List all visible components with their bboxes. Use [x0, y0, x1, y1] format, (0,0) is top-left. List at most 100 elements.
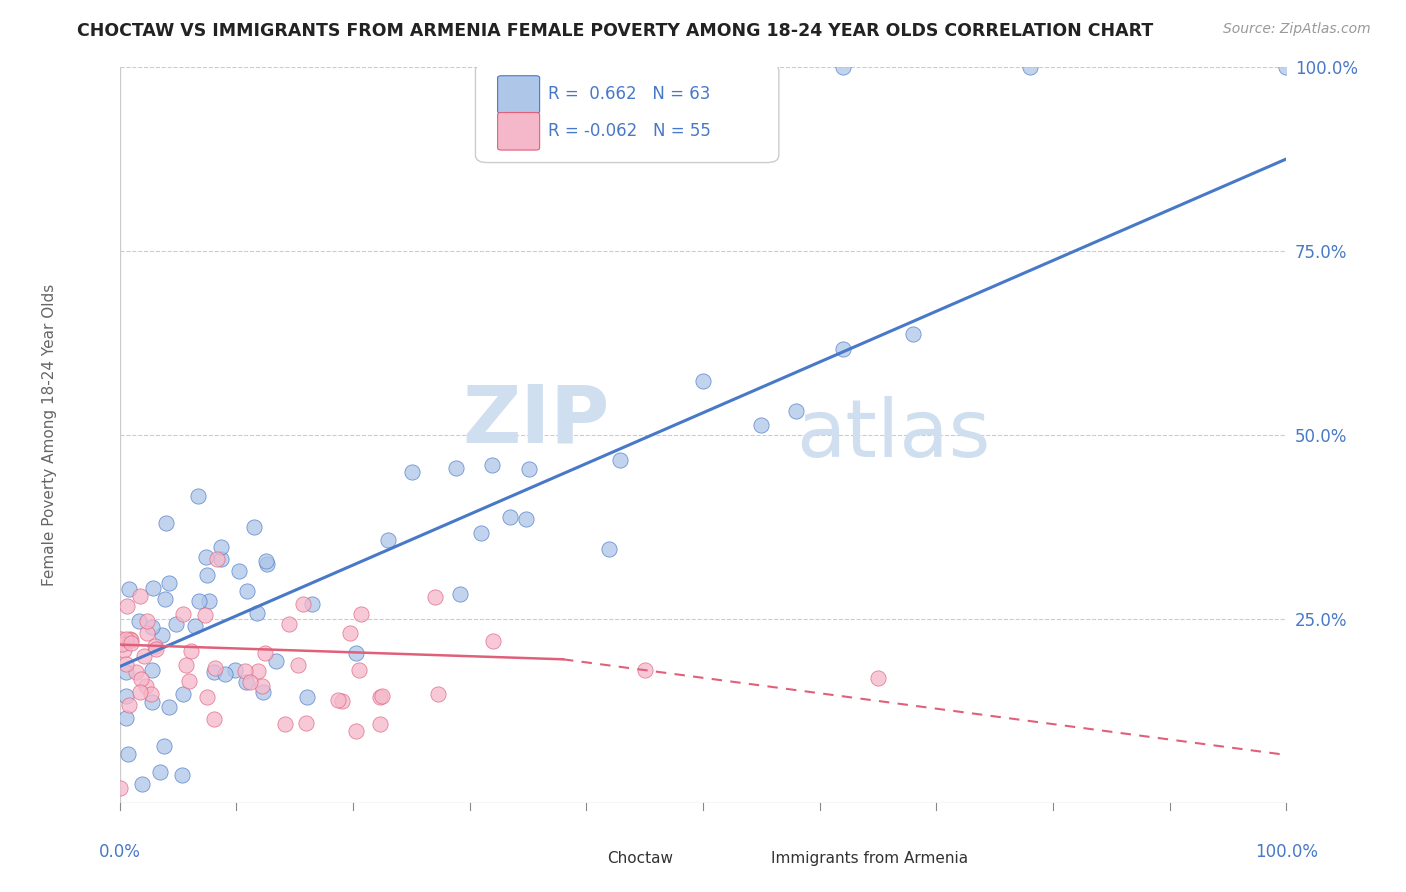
Point — [155, 516, 177, 531]
Point — [832, 343, 855, 357]
Point — [287, 658, 309, 673]
Point — [224, 663, 246, 677]
Point — [117, 747, 139, 761]
Point — [235, 664, 257, 678]
Text: Immigrants from Armenia: Immigrants from Armenia — [770, 851, 967, 866]
Point — [153, 591, 176, 606]
Point — [254, 554, 277, 568]
Point — [187, 593, 209, 607]
Text: R = -0.062   N = 55: R = -0.062 N = 55 — [548, 122, 710, 140]
Point — [481, 458, 503, 473]
Point — [278, 617, 301, 632]
Point — [150, 628, 173, 642]
Point — [377, 533, 399, 547]
Point — [256, 557, 278, 571]
Point — [449, 587, 471, 601]
Point — [368, 690, 391, 705]
Point — [330, 693, 353, 707]
Point — [426, 687, 449, 701]
Point — [129, 589, 152, 603]
Point — [197, 690, 219, 704]
Point — [423, 590, 446, 604]
Point — [344, 723, 367, 738]
Point — [250, 679, 273, 693]
FancyBboxPatch shape — [561, 847, 603, 871]
Point — [128, 614, 150, 628]
Point — [207, 552, 229, 566]
Point — [1018, 60, 1040, 74]
Point — [115, 689, 138, 703]
Point — [252, 685, 274, 699]
Point — [120, 632, 142, 647]
Text: Source: ZipAtlas.com: Source: ZipAtlas.com — [1223, 22, 1371, 37]
Point — [115, 665, 138, 680]
Point — [347, 663, 370, 677]
Point — [180, 644, 202, 658]
FancyBboxPatch shape — [475, 63, 779, 162]
Point — [295, 715, 318, 730]
Point — [194, 607, 217, 622]
Point — [195, 550, 218, 565]
Point — [499, 509, 522, 524]
FancyBboxPatch shape — [498, 112, 540, 150]
Point — [176, 658, 198, 673]
Point — [157, 699, 180, 714]
Point — [209, 540, 232, 554]
Point — [108, 781, 131, 796]
Point — [634, 664, 657, 678]
Text: ZIP: ZIP — [463, 381, 610, 459]
Point — [172, 687, 194, 701]
Point — [142, 582, 165, 596]
Point — [339, 626, 361, 640]
Point — [131, 776, 153, 790]
Point — [153, 739, 176, 754]
Text: atlas: atlas — [796, 396, 991, 474]
Text: 0.0%: 0.0% — [98, 843, 141, 862]
Point — [214, 667, 236, 681]
Point — [118, 632, 141, 646]
Point — [692, 374, 714, 388]
Point — [609, 453, 631, 467]
Point — [129, 672, 152, 686]
Point — [118, 582, 141, 596]
Point — [128, 685, 150, 699]
Point — [344, 646, 367, 660]
Point — [111, 637, 134, 651]
Point — [246, 664, 269, 678]
Point — [291, 597, 314, 611]
Point — [246, 606, 269, 620]
Point — [204, 661, 226, 675]
Text: Choctaw: Choctaw — [607, 851, 673, 866]
Point — [264, 654, 287, 668]
Point — [517, 461, 540, 475]
Point — [118, 698, 141, 713]
Point — [785, 404, 807, 418]
Point — [235, 675, 257, 690]
Text: 100.0%: 100.0% — [1256, 843, 1317, 862]
Point — [598, 542, 620, 557]
Point — [157, 576, 180, 591]
Point — [350, 607, 373, 621]
Text: R =  0.662   N = 63: R = 0.662 N = 63 — [548, 85, 710, 103]
Point — [751, 418, 773, 433]
Point — [134, 648, 156, 663]
FancyBboxPatch shape — [724, 847, 766, 871]
Point — [444, 461, 467, 475]
Point — [242, 520, 264, 534]
Point — [135, 626, 157, 640]
Point — [120, 636, 142, 650]
Point — [326, 692, 349, 706]
Point — [301, 597, 323, 611]
Point — [145, 642, 167, 657]
Point — [209, 552, 232, 566]
Point — [470, 526, 492, 541]
Point — [187, 489, 209, 503]
Point — [515, 512, 537, 526]
Point — [236, 584, 259, 599]
FancyBboxPatch shape — [498, 76, 540, 113]
Point — [197, 593, 219, 607]
Point — [141, 620, 163, 634]
Point — [401, 465, 423, 479]
Point — [202, 712, 225, 726]
Point — [149, 764, 172, 779]
